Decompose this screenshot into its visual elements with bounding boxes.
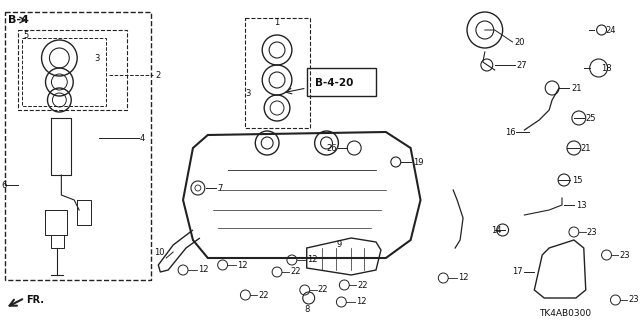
Text: B-4-20: B-4-20 [315, 78, 353, 88]
Text: 17: 17 [513, 268, 523, 276]
Text: 22: 22 [259, 291, 269, 300]
Text: 13: 13 [576, 201, 586, 210]
Text: 22: 22 [317, 285, 328, 294]
Text: 12: 12 [458, 274, 468, 283]
Text: 5: 5 [24, 30, 29, 39]
Text: 23: 23 [620, 251, 630, 260]
Text: 18: 18 [602, 63, 612, 73]
Text: 14: 14 [491, 226, 501, 235]
Text: 24: 24 [605, 26, 616, 35]
Text: 3: 3 [94, 53, 99, 62]
Text: 16: 16 [504, 127, 515, 137]
Text: 10: 10 [154, 247, 165, 257]
Text: 9: 9 [337, 239, 342, 249]
Text: 20: 20 [515, 37, 525, 46]
Text: B-4: B-4 [8, 15, 29, 25]
Text: 15: 15 [572, 175, 582, 185]
Text: 6: 6 [1, 180, 6, 189]
Text: TK4AB0300: TK4AB0300 [540, 308, 591, 317]
Text: 4: 4 [140, 133, 145, 142]
Text: 2: 2 [156, 70, 161, 79]
Text: 27: 27 [516, 60, 527, 69]
Text: 26: 26 [326, 143, 337, 153]
Text: 1: 1 [274, 18, 279, 27]
Text: 12: 12 [307, 255, 317, 265]
Text: 3: 3 [245, 89, 251, 98]
Text: 7: 7 [218, 183, 223, 193]
Text: 25: 25 [586, 114, 596, 123]
Text: 8: 8 [305, 306, 310, 315]
Text: 22: 22 [290, 268, 300, 276]
Text: FR.: FR. [26, 295, 44, 305]
Text: 19: 19 [413, 157, 423, 166]
Text: 21: 21 [581, 143, 591, 153]
Text: 12: 12 [198, 266, 209, 275]
Text: 21: 21 [571, 84, 581, 92]
Text: 12: 12 [237, 260, 248, 269]
Text: 12: 12 [356, 298, 367, 307]
Text: 23: 23 [628, 295, 639, 305]
Text: 23: 23 [587, 228, 597, 236]
Text: 22: 22 [357, 281, 368, 290]
